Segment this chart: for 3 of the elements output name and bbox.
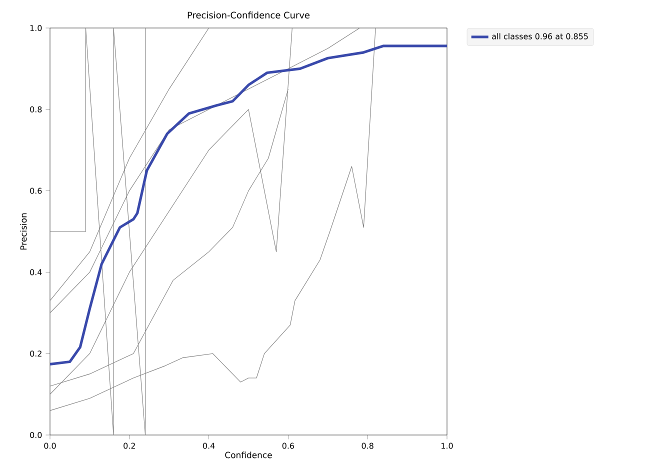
x-axis-title: Confidence: [225, 452, 272, 458]
chart-title: Precision-Confidence Curve: [188, 12, 310, 18]
y-axis-title: Precision: [20, 213, 27, 250]
